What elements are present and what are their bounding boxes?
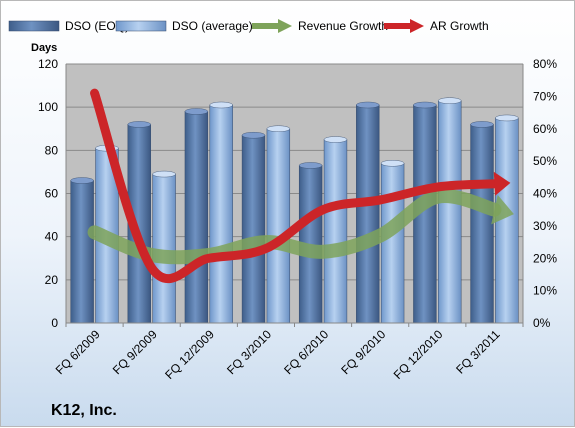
bar-dso-eoq- xyxy=(184,111,209,324)
x-tick-label: FQ 6/2010 xyxy=(281,327,331,377)
bar-dso-eoq- xyxy=(470,124,494,324)
y-tick-label: 80 xyxy=(45,143,59,157)
bar-cap xyxy=(413,101,437,109)
bar-cap xyxy=(241,132,266,139)
bar-series xyxy=(70,97,519,324)
y2-tick-label: 10% xyxy=(533,284,557,298)
bar-dso-eoq- xyxy=(356,104,380,324)
legend: DSO (EOQ) DSO (average) Revenue Growth AR G… xyxy=(8,19,489,33)
bar-dso-eoq- xyxy=(241,134,266,324)
y-tick-label: 60 xyxy=(45,187,59,201)
bar-cap xyxy=(495,114,519,122)
bar-cap xyxy=(380,160,405,167)
legend-label: DSO (EOQ) xyxy=(65,19,129,33)
y2-tick-label: 40% xyxy=(533,187,557,201)
growth-series xyxy=(87,88,514,284)
bar-dso-average- xyxy=(209,104,233,324)
bar-cap xyxy=(438,97,462,104)
y2-tick-label: 30% xyxy=(533,219,557,233)
bar-dso-average- xyxy=(438,100,462,324)
legend-label: DSO (average) xyxy=(172,19,253,33)
bar-dso-average- xyxy=(323,139,348,324)
y2-tick-label: 0% xyxy=(533,316,551,330)
bar-cap xyxy=(266,125,290,132)
y2-tick-label: 60% xyxy=(533,122,557,136)
line-ar-growth-arrowhead xyxy=(493,171,511,196)
y-tick-label: 0 xyxy=(51,316,58,330)
bar-cap xyxy=(127,121,151,128)
bar-cap xyxy=(470,121,494,128)
y-tick-label: 40 xyxy=(45,230,59,244)
company-name: K12, Inc. xyxy=(51,402,117,419)
bar-cap xyxy=(70,177,94,184)
bar-dso-average- xyxy=(152,173,176,324)
line-ar-growth xyxy=(90,88,499,284)
x-tick-label: FQ 3/2011 xyxy=(453,327,503,377)
y2-tick-label: 50% xyxy=(533,154,557,168)
bar-cap xyxy=(152,170,176,178)
y-axis-title: Days xyxy=(31,42,57,54)
y2-tick-label: 70% xyxy=(533,89,557,103)
y2-tick-label: 80% xyxy=(533,57,557,71)
bar-cap xyxy=(209,101,233,109)
y-tick-label: 100 xyxy=(38,100,58,114)
bar-cap xyxy=(323,136,348,143)
x-tick-label: FQ 9/2009 xyxy=(110,327,160,377)
x-tick-label: FQ 6/2009 xyxy=(53,327,103,377)
line-revenue-growth-arrowhead xyxy=(491,195,514,225)
x-tick-label: FQ 3/2010 xyxy=(224,327,274,377)
bar-dso-average- xyxy=(266,128,291,324)
y-tick-label: 20 xyxy=(45,273,59,287)
bar-cap xyxy=(299,162,323,169)
x-tick-label: FQ 9/2010 xyxy=(338,327,388,377)
bar-cap xyxy=(356,101,380,109)
x-tick-label: FQ 12/2009 xyxy=(162,327,217,382)
bar-dso-average- xyxy=(380,163,405,324)
y-tick-label: 120 xyxy=(38,57,58,71)
legend-swatch xyxy=(8,20,60,32)
bar-dso-eoq- xyxy=(70,180,94,324)
y2-tick-label: 20% xyxy=(533,251,557,265)
legend-arrowhead xyxy=(278,19,292,33)
bar-cap xyxy=(184,108,209,115)
legend-arrowhead xyxy=(410,19,424,33)
legend-swatch xyxy=(115,20,167,32)
legend-label: AR Growth xyxy=(430,19,489,33)
line-revenue-growth xyxy=(87,188,502,265)
legend-label: Revenue Growth xyxy=(298,19,388,33)
x-tick-label: FQ 12/2010 xyxy=(391,327,446,382)
